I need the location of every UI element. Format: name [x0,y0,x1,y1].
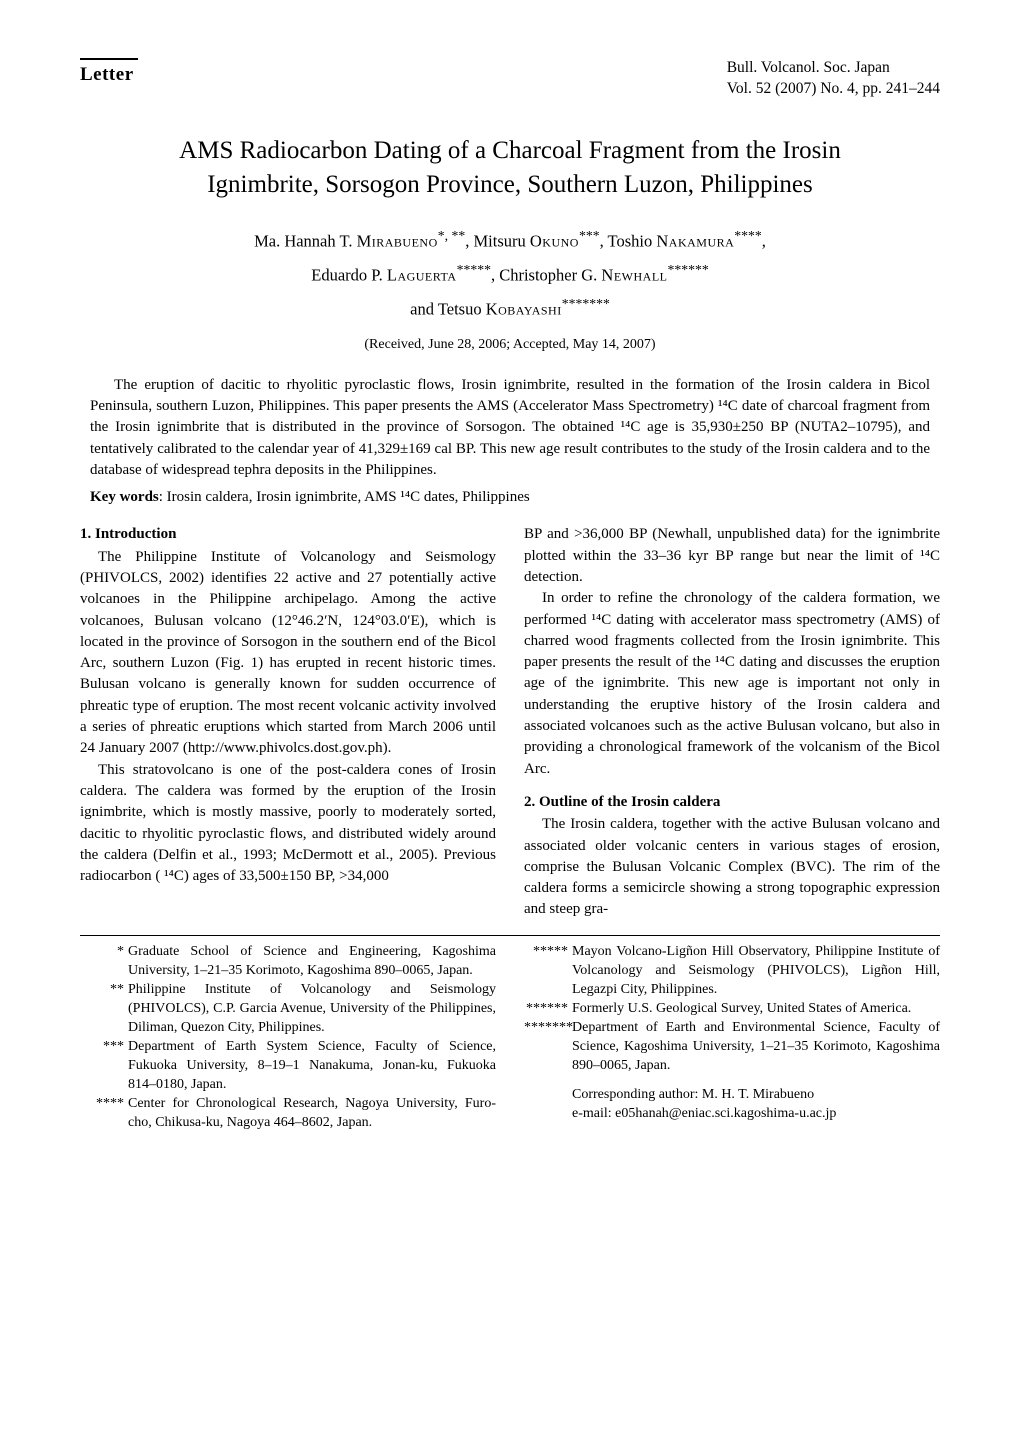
page: Letter Bull. Volcanol. Soc. Japan Vol. 5… [0,0,1020,1440]
letter-block: Letter [80,58,138,86]
footnote-text: Department of Earth System Science, Facu… [128,1037,496,1094]
footnote-mark: * [80,942,128,980]
footnote-mark [524,1085,572,1123]
corresponding-author: Corresponding author: M. H. T. Mirabueno… [524,1085,940,1123]
title-line-1: AMS Radiocarbon Dating of a Charcoal Fra… [120,134,900,168]
abstract-p1: The eruption of dacitic to rhyolitic pyr… [90,375,930,481]
authors-line-2: Eduardo P. Laguerta*****, Christopher G.… [80,257,940,291]
footnote-rule [80,935,940,936]
footnote-text: Philippine Institute of Volcanology and … [128,980,496,1037]
author-pre: Ma. Hannah T. [254,232,357,251]
author-pre: Eduardo P. [311,266,387,285]
section-heading-2: 2. Outline of the Irosin caldera [524,792,940,813]
author-sep: , Mitsuru [465,232,530,251]
footnotes: * Graduate School of Science and Enginee… [80,942,940,1132]
footnotes-left: * Graduate School of Science and Enginee… [80,942,496,1132]
author-sep: , Toshio [600,232,657,251]
corr-line-2: e-mail: e05hanah@eniac.sci.kagoshima-u.a… [572,1104,940,1123]
author-sup: ***** [457,262,491,277]
footnote-mark: *** [80,1037,128,1094]
header-row: Letter Bull. Volcanol. Soc. Japan Vol. 5… [80,58,940,100]
footnote-item: * Graduate School of Science and Enginee… [80,942,496,980]
author-sep: , Christopher G. [491,266,601,285]
author-sup: ******* [562,296,610,311]
keywords-label: Key words [90,489,159,505]
letter-rule [80,58,138,60]
footnote-text: Mayon Volcano-Ligñon Hill Observatory, P… [572,942,940,999]
body-p: The Irosin caldera, together with the ac… [524,814,940,920]
author-surname: Nakamura [656,232,734,251]
author-surname: Kobayashi [486,300,562,319]
author-sup: *** [579,228,600,243]
body-p: This stratovolcano is one of the post-ca… [80,760,496,888]
corr-line-1: Corresponding author: M. H. T. Mirabueno [572,1085,940,1104]
author-sup: **** [734,228,762,243]
body-p: In order to refine the chronology of the… [524,588,940,780]
journal-line-2: Vol. 52 (2007) No. 4, pp. 241–244 [727,79,940,100]
keywords: Key words: Irosin caldera, Irosin ignimb… [90,489,930,506]
footnote-mark: ****** [524,999,572,1018]
author-sep: , [762,232,766,251]
journal-line-1: Bull. Volcanol. Soc. Japan [727,58,940,79]
author-surname: Okuno [530,232,579,251]
authors-line-1: Ma. Hannah T. Mirabueno*, **, Mitsuru Ok… [80,223,940,257]
author-surname: Newhall [601,266,667,285]
footnote-mark: ** [80,980,128,1037]
body-columns: 1. Introduction The Philippine Institute… [80,524,940,920]
footnotes-right: ***** Mayon Volcano-Ligñon Hill Observat… [524,942,940,1132]
section-heading-1: 1. Introduction [80,524,496,545]
spacer [524,780,940,792]
received-line: (Received, June 28, 2006; Accepted, May … [80,337,940,353]
footnote-text: Department of Earth and Environmental Sc… [572,1018,940,1075]
author-surname: Mirabueno [357,232,438,251]
authors: Ma. Hannah T. Mirabueno*, **, Mitsuru Ok… [80,223,940,325]
footnote-text: Center for Chronological Research, Nagoy… [128,1094,496,1132]
journal-info: Bull. Volcanol. Soc. Japan Vol. 52 (2007… [727,58,940,100]
author-surname: Laguerta [387,266,457,285]
footnote-item: ***** Mayon Volcano-Ligñon Hill Observat… [524,942,940,999]
footnote-mark: ******* [524,1018,572,1075]
author-sup: ****** [668,262,709,277]
keywords-text: : Irosin caldera, Irosin ignimbrite, AMS… [159,489,530,505]
abstract: The eruption of dacitic to rhyolitic pyr… [90,375,930,481]
right-column: BP and >36,000 BP (Newhall, unpublished … [524,524,940,920]
title: AMS Radiocarbon Dating of a Charcoal Fra… [120,134,900,202]
footnote-mark: ***** [524,942,572,999]
body-p: BP and >36,000 BP (Newhall, unpublished … [524,524,940,588]
footnote-text: Graduate School of Science and Engineeri… [128,942,496,980]
footnote-item: ****** Formerly U.S. Geological Survey, … [524,999,940,1018]
letter-label: Letter [80,64,138,86]
footnote-text: Formerly U.S. Geological Survey, United … [572,999,940,1018]
authors-line-3: and Tetsuo Kobayashi******* [80,291,940,325]
title-line-2: Ignimbrite, Sorsogon Province, Southern … [120,168,900,202]
author-pre: and Tetsuo [410,300,486,319]
footnote-item: ** Philippine Institute of Volcanology a… [80,980,496,1037]
author-sup: *, ** [438,228,466,243]
left-column: 1. Introduction The Philippine Institute… [80,524,496,920]
footnote-item: ******* Department of Earth and Environm… [524,1018,940,1075]
body-p: The Philippine Institute of Volcanology … [80,547,496,760]
footnote-mark: **** [80,1094,128,1132]
corresponding-text: Corresponding author: M. H. T. Mirabueno… [572,1085,940,1123]
footnote-item: **** Center for Chronological Research, … [80,1094,496,1132]
spacer [524,1075,940,1085]
footnote-item: *** Department of Earth System Science, … [80,1037,496,1094]
